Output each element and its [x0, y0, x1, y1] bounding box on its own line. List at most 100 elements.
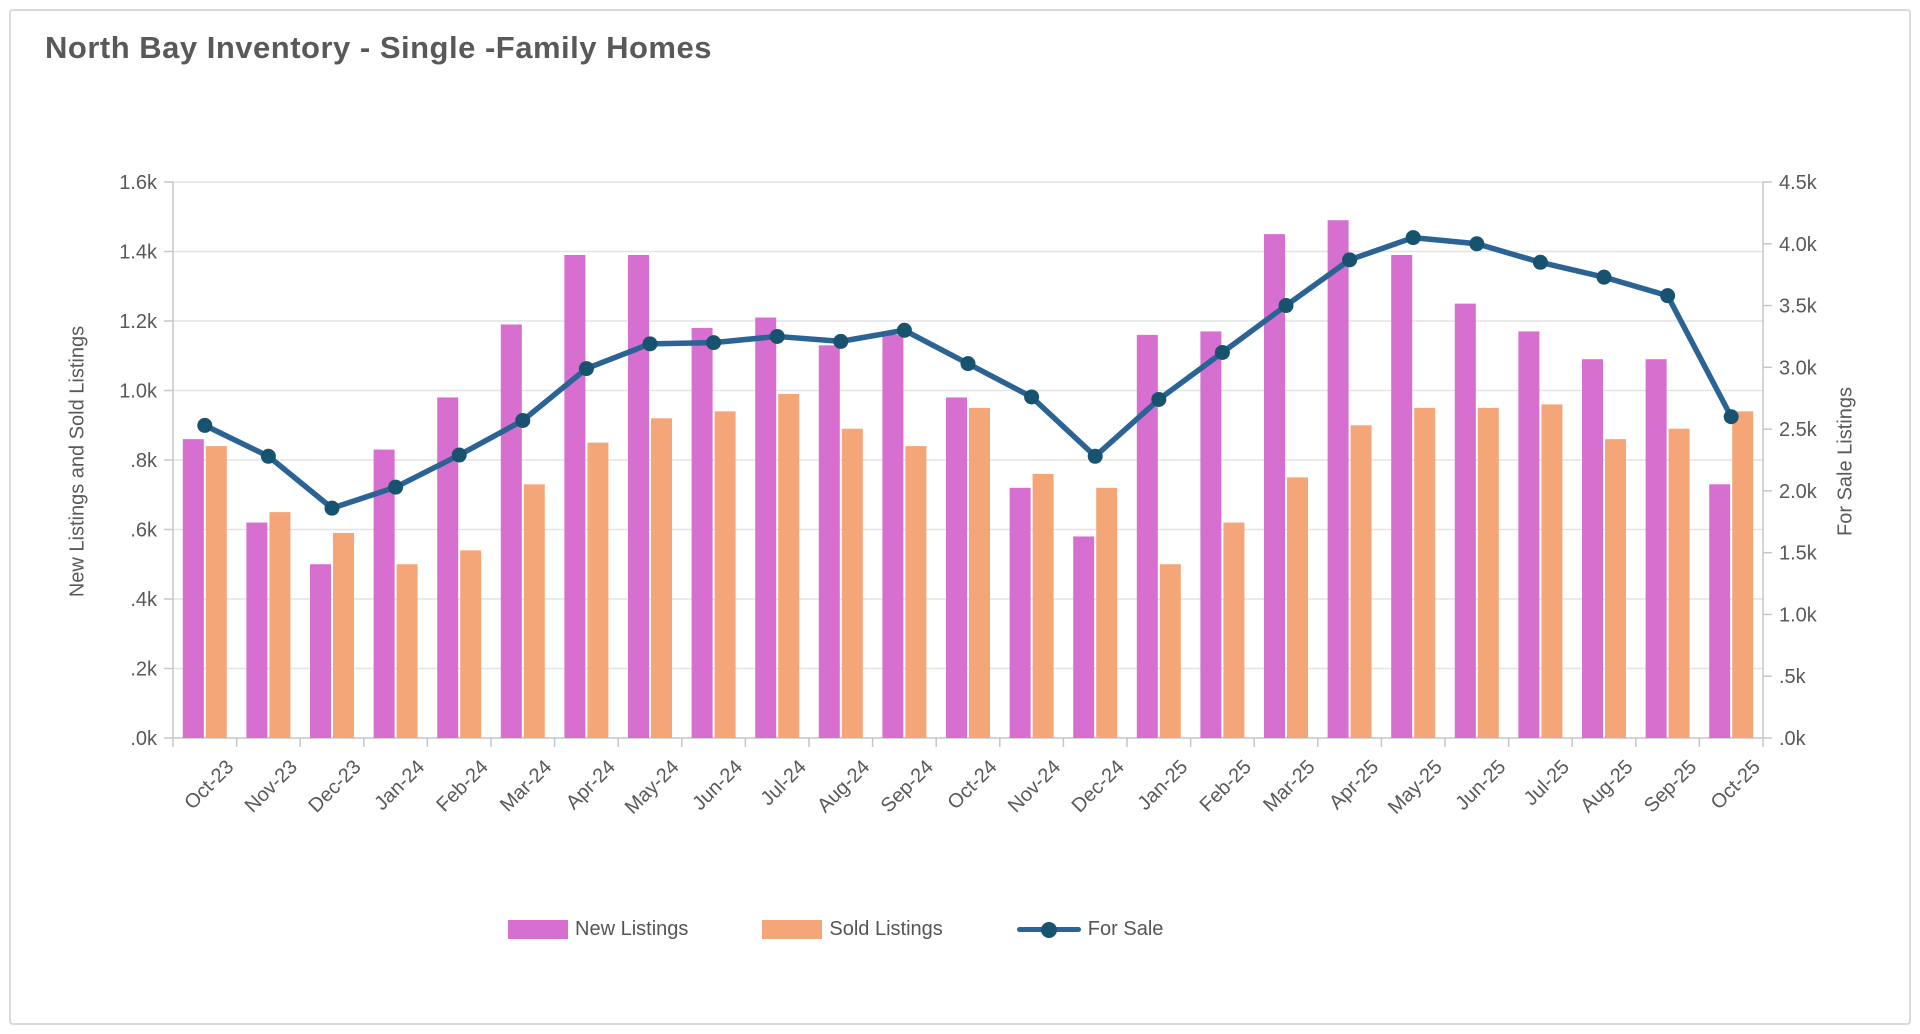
- bar-sold-listings: [1668, 428, 1690, 738]
- right-axis-tick-label: 2.5k: [1779, 419, 1818, 441]
- left-axis-title: New Listings and Sold Listings: [66, 325, 89, 598]
- bar-sold-listings: [1032, 473, 1054, 738]
- bar-sold-listings: [905, 446, 927, 738]
- for-sale-marker: [451, 447, 467, 463]
- bar-new-listings: [246, 522, 268, 738]
- right-axis-tick-label: .0k: [1779, 728, 1807, 750]
- x-axis-label: Jun-24: [688, 756, 747, 815]
- bar-sold-listings: [333, 532, 354, 738]
- left-axis-tick-label: .0k: [130, 728, 158, 750]
- bar-sold-listings: [1096, 487, 1118, 738]
- bar-sold-listings: [460, 550, 482, 738]
- right-axis-tick-label: 3.0k: [1779, 357, 1818, 379]
- bar-sold-listings: [1414, 407, 1436, 738]
- for-sale-marker: [1660, 288, 1676, 304]
- x-axis-label: Nov-23: [241, 756, 302, 817]
- legend-label: New Listings: [575, 918, 689, 940]
- for-sale-marker: [197, 417, 213, 433]
- legend-item-for-sale: For Sale: [1016, 918, 1164, 941]
- bar-new-listings: [1645, 359, 1667, 738]
- for-sale-marker: [833, 333, 849, 349]
- bar-sold-listings: [651, 418, 672, 738]
- x-axis-label: Sep-25: [1640, 756, 1701, 817]
- bar-sold-listings: [1605, 439, 1626, 738]
- x-axis-label: Apr-24: [562, 756, 620, 814]
- bar-new-listings: [755, 317, 777, 738]
- bar-new-listings: [1200, 331, 1222, 738]
- for-sale-marker: [260, 448, 276, 464]
- for-sale-marker: [324, 500, 340, 516]
- bar-sold-listings: [205, 446, 227, 738]
- bar-new-listings: [1009, 487, 1031, 738]
- bar-sold-listings: [1223, 522, 1245, 738]
- bar-sold-listings: [1350, 425, 1372, 738]
- bar-sold-listings: [1477, 407, 1499, 738]
- legend-item-sold-listings: Sold Listings: [762, 918, 943, 941]
- right-axis-tick-label: 4.0k: [1779, 234, 1818, 256]
- bar-new-listings: [882, 334, 904, 738]
- bar-new-listings: [1709, 484, 1731, 738]
- for-sale-marker: [960, 356, 976, 372]
- left-axis-tick-label: 1.2k: [119, 311, 158, 333]
- for-sale-marker: [1214, 345, 1230, 361]
- bar-new-listings: [1454, 303, 1476, 738]
- right-axis-tick-label: 1.0k: [1779, 604, 1818, 626]
- new-listings-swatch: [508, 920, 568, 939]
- for-sale-marker: [515, 412, 531, 428]
- for-sale-marker: [896, 322, 912, 338]
- bar-new-listings: [310, 564, 331, 738]
- x-axis-label: Mar-24: [496, 756, 556, 816]
- legend-label: For Sale: [1087, 918, 1164, 940]
- bar-sold-listings: [969, 407, 990, 738]
- right-axis-title: For Sale Listings: [1834, 387, 1857, 536]
- x-axis-label: Nov-24: [1004, 756, 1065, 817]
- bar-new-listings: [373, 449, 395, 738]
- right-axis-tick-label: 4.5k: [1779, 172, 1818, 194]
- bar-new-listings: [1264, 234, 1285, 738]
- x-axis-label: Jul-25: [1520, 756, 1574, 810]
- x-axis-label: Oct-24: [944, 756, 1002, 814]
- x-axis-label: Mar-25: [1259, 756, 1319, 816]
- for-sale-marker: [642, 336, 658, 352]
- bar-new-listings: [818, 345, 840, 738]
- for-sale-marker: [706, 335, 722, 351]
- for-sale-marker: [1342, 252, 1358, 268]
- bar-new-listings: [1518, 331, 1540, 738]
- bar-sold-listings: [841, 428, 863, 738]
- bar-sold-listings: [1541, 404, 1563, 738]
- left-axis-tick-label: 1.4k: [119, 242, 158, 264]
- bar-new-listings: [182, 439, 204, 738]
- for-sale-marker: [769, 328, 785, 344]
- x-axis-label: Feb-25: [1196, 756, 1256, 816]
- legend-label: Sold Listings: [829, 918, 943, 940]
- bar-new-listings: [437, 397, 459, 738]
- x-axis-label: Apr-25: [1325, 756, 1383, 814]
- left-axis-tick-label: .2k: [130, 659, 158, 681]
- sold-listings-swatch: [762, 920, 823, 939]
- legend-item-new-listings: New Listings: [508, 918, 688, 941]
- left-axis-tick-label: 1.6k: [119, 172, 158, 194]
- x-axis-label: Aug-24: [813, 756, 874, 817]
- bar-new-listings: [1391, 254, 1413, 738]
- x-axis-label: Oct-25: [1707, 756, 1765, 814]
- bar-new-listings: [1136, 334, 1158, 738]
- right-axis-tick-label: 3.5k: [1779, 296, 1818, 318]
- x-axis-label: Jan-25: [1134, 756, 1193, 815]
- x-axis-label: Feb-24: [432, 756, 492, 816]
- bar-new-listings: [500, 324, 522, 738]
- bar-sold-listings: [1159, 564, 1181, 738]
- bar-new-listings: [691, 327, 713, 738]
- x-axis-label: Dec-24: [1068, 756, 1129, 817]
- x-axis-label: Oct-23: [180, 756, 238, 814]
- for-sale-marker: [1596, 269, 1612, 285]
- right-axis-tick-label: .5k: [1779, 666, 1807, 688]
- x-axis-label: May-25: [1384, 756, 1447, 819]
- bar-sold-listings: [587, 442, 609, 738]
- for-sale-marker: [1723, 409, 1739, 425]
- right-axis-tick-label: 1.5k: [1779, 543, 1818, 565]
- x-axis-label: Jan-24: [370, 756, 429, 815]
- bar-new-listings: [946, 397, 967, 738]
- bar-sold-listings: [523, 484, 545, 738]
- x-axis-label: Jul-24: [757, 756, 811, 810]
- left-axis-tick-label: .4k: [130, 589, 158, 611]
